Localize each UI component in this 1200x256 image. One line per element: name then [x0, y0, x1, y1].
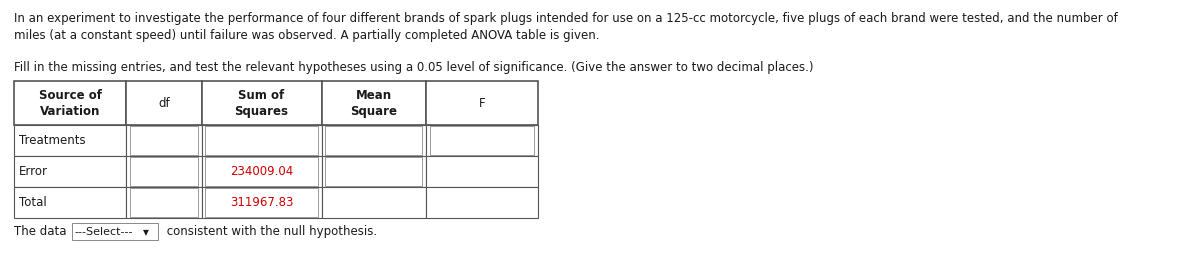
Text: Total: Total	[19, 196, 47, 209]
Text: Error: Error	[19, 165, 48, 178]
Text: Fill in the missing entries, and test the relevant hypotheses using a 0.05 level: Fill in the missing entries, and test th…	[14, 61, 814, 74]
Text: The data: The data	[14, 225, 71, 238]
Text: Source of
Variation: Source of Variation	[38, 89, 102, 118]
Text: Mean
Square: Mean Square	[350, 89, 397, 118]
Text: consistent with the null hypothesis.: consistent with the null hypothesis.	[163, 225, 377, 238]
Text: df: df	[158, 97, 169, 110]
Text: Sum of
Squares: Sum of Squares	[235, 89, 289, 118]
Text: F: F	[479, 97, 485, 110]
Text: Treatments: Treatments	[19, 134, 86, 147]
Text: 311967.83: 311967.83	[230, 196, 293, 209]
Text: ---Select---: ---Select---	[74, 227, 133, 237]
Text: miles (at a constant speed) until failure was observed. A partially completed AN: miles (at a constant speed) until failur…	[14, 29, 600, 42]
Text: In an experiment to investigate the performance of four different brands of spar: In an experiment to investigate the perf…	[14, 12, 1118, 25]
Text: 234009.04: 234009.04	[230, 165, 293, 178]
Text: ▾: ▾	[144, 225, 149, 238]
